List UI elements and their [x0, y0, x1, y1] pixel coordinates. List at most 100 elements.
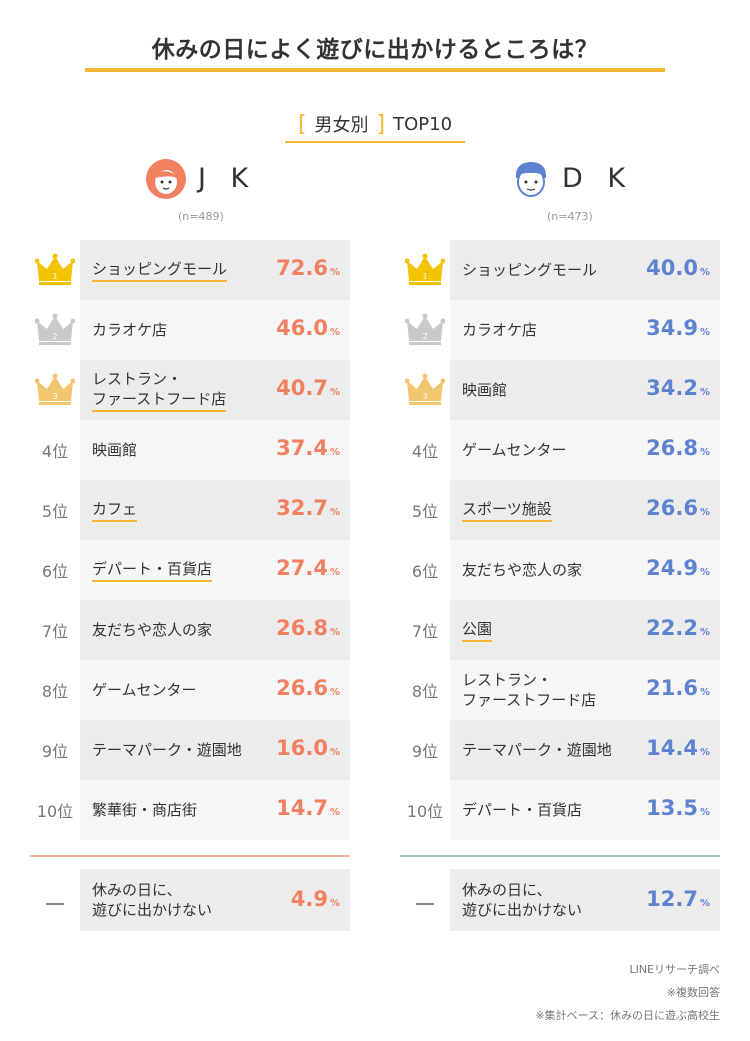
value-number: 22.2 [646, 616, 698, 640]
ranking-cell: テーマパーク・遊園地 14.4% [450, 720, 720, 780]
place-label: 友だちや恋人の家 [92, 621, 213, 639]
jk-separator [30, 855, 350, 857]
dk-no-outing-row: 休みの日に、 遊びに出かけない 12.7 % [416, 869, 750, 931]
ranking-row: 7位 公園 22.2% [412, 600, 750, 660]
rank-label: 8位 [41, 682, 69, 701]
place-label: レストラン・ ファーストフード店 [462, 671, 597, 709]
place-label: テーマパーク・遊園地 [462, 741, 612, 759]
value-number: 46.0 [276, 316, 328, 340]
value-unit: % [699, 747, 710, 758]
group-name-jk: J K [198, 163, 257, 194]
value-unit: % [699, 567, 710, 578]
place-label: 繁華街・商店街 [92, 801, 198, 819]
ranking-row: 6位 デパート・百貨店 27.4% [42, 540, 400, 600]
value-number: 12.7 [646, 887, 698, 911]
value-number: 37.4 [276, 436, 328, 460]
bronze-crown-icon: 3 [35, 373, 75, 405]
value-unit: % [699, 447, 710, 458]
ranking-cell: ゲームセンター 26.8% [450, 420, 720, 480]
girl-face-icon [146, 159, 186, 199]
value-number: 34.2 [646, 376, 698, 400]
jk-ranking-table: 1 ショッピングモール 72.6% 2 カラオケ店 46.0% 3 レストラン・ ファーストフ… [35, 240, 400, 840]
place-label: デパート・百貨店 [92, 559, 213, 582]
percentage-value: 72.6% [276, 240, 340, 300]
ranking-cell: 映画館 37.4% [80, 420, 350, 480]
value-unit: % [329, 807, 340, 818]
dash-mark [400, 899, 450, 905]
crown-rank-number: 2 [52, 332, 57, 341]
value-number: 26.8 [276, 616, 328, 640]
place-label: ゲームセンター [92, 681, 197, 699]
ranking-cell: 映画館 34.2% [450, 360, 720, 420]
ranking-cell: ショッピングモール 72.6% [80, 240, 350, 300]
value-unit: % [329, 747, 340, 758]
page-title: 休みの日によく遊びに出かけるところは？ [151, 37, 599, 63]
percentage-value: 26.6% [276, 660, 340, 720]
subtitle: [ 男女別 ] TOP10 [285, 108, 465, 140]
ranking-cell: 友だちや恋人の家 26.8% [80, 600, 350, 660]
percentage-value: 46.0% [276, 300, 340, 360]
place-label: スポーツ施設 [462, 499, 552, 522]
percentage-value: 34.2% [646, 360, 710, 420]
base-note: ※集計ベース：休みの日に遊ぶ高校生 [535, 1009, 720, 1022]
value-number: 40.7 [276, 376, 328, 400]
percentage-value: 40.7% [276, 360, 340, 420]
percentage-value: 14.4% [646, 720, 710, 780]
percentage-value: 14.7% [276, 780, 340, 840]
value-number: 40.0 [646, 256, 698, 280]
value-unit: % [329, 267, 340, 278]
value-number: 14.7 [276, 796, 328, 820]
value-unit: % [329, 447, 340, 458]
dk-header: D K (n=473) [450, 158, 750, 228]
value-number: 72.6 [276, 256, 328, 280]
percentage-value: 16.0% [276, 720, 340, 780]
value-unit: % [699, 267, 710, 278]
place-label: 映画館 [92, 441, 138, 459]
subtitle-underline [285, 141, 465, 143]
subtitle-bracket-close: ] [376, 111, 386, 137]
percentage-value: 26.6% [646, 480, 710, 540]
value-number: 26.6 [276, 676, 328, 700]
multiple-answer-note: ※複数回答 [666, 986, 720, 999]
ranking-cell: テーマパーク・遊園地 16.0% [80, 720, 350, 780]
place-label: 友だちや恋人の家 [462, 561, 583, 579]
value-unit: % [699, 327, 710, 338]
sample-size-jk: (n=489) [178, 210, 224, 223]
ranking-cell: レストラン・ ファーストフード店 40.7% [80, 360, 350, 420]
no-outing-label: 休みの日に、 遊びに出かけない [92, 881, 213, 919]
percentage-value: 13.5% [646, 780, 710, 840]
value-number: 26.6 [646, 496, 698, 520]
value-unit: % [699, 387, 710, 398]
ranking-cell: 友だちや恋人の家 24.9% [450, 540, 720, 600]
percentage-value: 21.6% [646, 660, 710, 720]
ranking-cell: デパート・百貨店 13.5% [450, 780, 720, 840]
rank-label: 9位 [41, 742, 69, 761]
ranking-row: 3 レストラン・ ファーストフード店 40.7% [35, 360, 400, 420]
value-unit: % [329, 507, 340, 518]
ranking-row: 1 ショッピングモール 72.6% [35, 240, 400, 300]
ranking-row: 3 映画館 34.2% [405, 360, 750, 420]
rank-label: 10位 [36, 802, 74, 821]
dk-separator [400, 855, 720, 857]
dash-mark [30, 899, 80, 905]
value-number: 13.5 [646, 796, 698, 820]
crown-rank-number: 3 [422, 392, 427, 401]
jk-no-outing-row: 休みの日に、 遊びに出かけない 4.9 % [46, 869, 400, 931]
place-label: レストラン・ ファーストフード店 [92, 369, 227, 412]
place-label: カフェ [92, 499, 138, 522]
ranking-row: 4位 ゲームセンター 26.8% [412, 420, 750, 480]
rank-label: 6位 [41, 562, 69, 581]
silver-crown-icon: 2 [30, 300, 80, 360]
rank-label: 4位 [41, 442, 69, 461]
bronze-crown-icon: 3 [30, 360, 80, 420]
dk-no-outing-cell: 休みの日に、 遊びに出かけない 12.7 % [450, 869, 720, 931]
ranking-cell: カラオケ店 34.9% [450, 300, 720, 360]
rank-label: 4位 [411, 442, 439, 461]
percentage-value: 40.0% [646, 240, 710, 300]
gold-crown-icon: 1 [400, 240, 450, 300]
value-unit: % [329, 627, 340, 638]
ranking-row: 9位 テーマパーク・遊園地 16.0% [42, 720, 400, 780]
value-number: 24.9 [646, 556, 698, 580]
ranking-cell: デパート・百貨店 27.4% [80, 540, 350, 600]
place-label: テーマパーク・遊園地 [92, 741, 242, 759]
